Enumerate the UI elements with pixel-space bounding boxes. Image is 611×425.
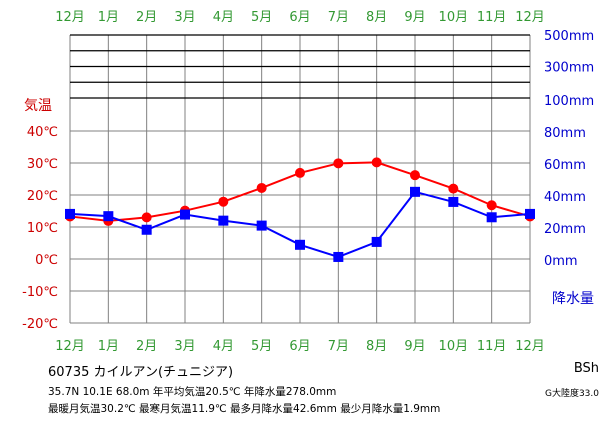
station-detail-line1: 35.7N 10.1E 68.0m 年平均気温20.5℃ 年降水量278.0mm (48, 386, 337, 398)
temp-axis-title: 気温 (24, 98, 52, 114)
month-label: 1月 (98, 339, 119, 354)
station-title: 60735 カイルアン(チュニジア) (48, 365, 234, 380)
month-label: 5月 (251, 10, 272, 25)
month-label: 11月 (477, 10, 507, 25)
temp-tick-label: 0℃ (35, 253, 58, 268)
temperature-point (448, 183, 459, 194)
month-labels-top: 12月 1月 2月 3月 4月 5月 6月 7月 8月 9月 10月 11月 12月 (55, 10, 545, 25)
month-label: 12月 (515, 10, 545, 25)
month-label: 9月 (404, 10, 425, 25)
temperature-point (371, 157, 382, 168)
month-label: 9月 (404, 339, 425, 354)
temp-tick-label: 20℃ (27, 189, 58, 204)
climate-chart: 12月 1月 2月 3月 4月 5月 6月 7月 8月 9月 10月 11月 12月 12月 1月 2月 3月… (22, 10, 594, 354)
precipitation-point (65, 208, 75, 219)
precipitation-point (448, 196, 459, 207)
month-label: 3月 (174, 339, 195, 354)
month-label: 7月 (328, 339, 349, 354)
month-label: 3月 (174, 10, 195, 25)
precipitation-series (65, 186, 535, 262)
precip-axis-title: 降水量 (552, 291, 594, 307)
precipitation-point (256, 220, 267, 231)
month-label: 4月 (213, 339, 234, 354)
precip-tick-label: 80mm (544, 126, 586, 141)
temperature-point (410, 170, 420, 181)
month-label: 2月 (136, 339, 157, 354)
month-label: 8月 (366, 10, 387, 25)
precipitation-point (180, 209, 190, 220)
precipitation-point (371, 236, 382, 247)
temperature-point (141, 212, 152, 223)
temp-tick-label: 30℃ (27, 157, 58, 172)
precip-tick-label: 20mm (544, 222, 586, 237)
month-label: 12月 (55, 339, 85, 354)
temperature-axis: 気温 40℃ 30℃ 20℃ 10℃ 0℃ -10℃ -20℃ (22, 98, 58, 332)
temp-tick-label: -10℃ (22, 285, 58, 300)
month-label: 10月 (439, 339, 469, 354)
precipitation-point (218, 215, 229, 226)
precipitation-point (103, 211, 114, 222)
precip-tick-label: 60mm (544, 158, 586, 173)
month-label: 10月 (439, 10, 469, 25)
month-label: 6月 (289, 10, 310, 25)
precip-tick-label: 0mm (544, 254, 578, 269)
month-label: 5月 (251, 339, 272, 354)
precip-tick-label: 500mm (544, 29, 594, 44)
month-label: 4月 (213, 10, 234, 25)
precipitation-point (141, 224, 152, 235)
temperature-point (218, 196, 229, 207)
month-label: 6月 (289, 339, 310, 354)
month-label: 8月 (366, 339, 387, 354)
temperature-point (333, 158, 344, 169)
temperature-point (295, 167, 305, 178)
month-labels-bottom: 12月 1月 2月 3月 4月 5月 6月 7月 8月 9月 10月 11月 12月 (55, 339, 545, 354)
climate-classification: BSh (573, 361, 599, 376)
month-label: 1月 (98, 10, 119, 25)
precip-tick-label: 300mm (544, 61, 594, 76)
month-label: 11月 (477, 339, 507, 354)
temp-tick-label: -20℃ (22, 317, 58, 332)
precipitation-axis: 500mm 300mm 100mm 80mm 60mm 40mm 20mm 0mm 降水量 (544, 29, 594, 307)
precip-band-lines (70, 34, 530, 99)
precipitation-point (486, 212, 497, 223)
station-detail-line2: 最暖月気温30.2℃ 最寒月気温11.9℃ 最多月降水量42.6mm 最少月降水… (48, 403, 441, 415)
month-label: 2月 (136, 10, 157, 25)
precipitation-point (295, 239, 305, 250)
month-label: 12月 (55, 10, 85, 25)
precipitation-point (525, 208, 535, 219)
temp-tick-label: 40℃ (27, 125, 58, 140)
continentality-index: G大陸度33.0 (544, 389, 599, 399)
precipitation-point (333, 251, 344, 262)
precipitation-point (410, 186, 420, 197)
grid-lines (69, 34, 531, 324)
month-label: 7月 (328, 10, 349, 25)
temperature-point (256, 182, 267, 193)
temperature-point (486, 200, 497, 211)
precip-tick-label: 100mm (544, 94, 594, 109)
precip-tick-label: 40mm (544, 190, 586, 205)
temp-tick-label: 10℃ (27, 221, 58, 236)
month-label: 12月 (515, 339, 545, 354)
